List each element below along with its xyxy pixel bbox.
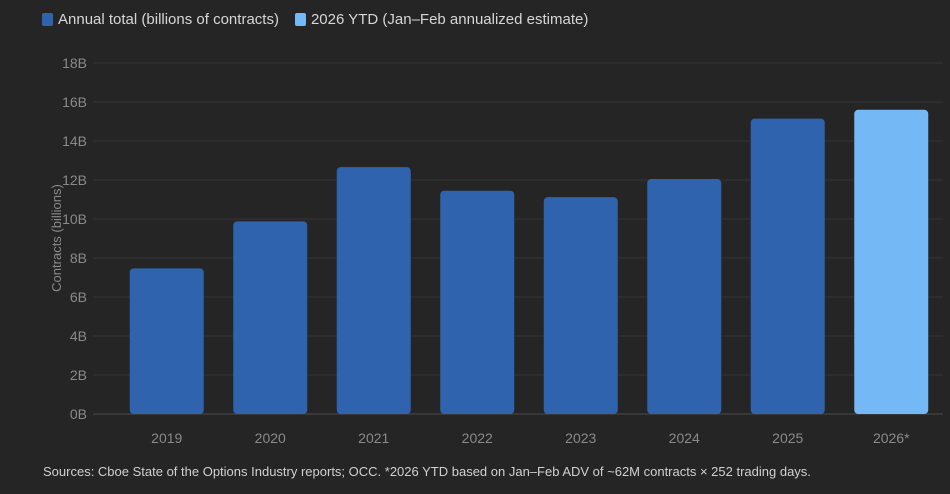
bar-2020 <box>233 221 308 414</box>
y-tick-label: 10B <box>62 211 87 227</box>
y-tick-label: 8B <box>70 250 87 266</box>
x-tick-label: 2023 <box>565 430 596 446</box>
legend-item-ytd[interactable]: 2026 YTD (Jan–Feb annualized estimate) <box>294 11 589 28</box>
y-tick-label: 0B <box>70 406 87 422</box>
x-tick-label: 2020 <box>255 430 286 446</box>
x-tick-label: 2022 <box>462 430 493 446</box>
legend-item-annual[interactable]: Annual total (billions of contracts) <box>42 11 279 28</box>
legend-label-ytd: 2026 YTD (Jan–Feb annualized estimate) <box>310 11 589 28</box>
bar-2025 <box>750 118 825 414</box>
x-tick-label: 2021 <box>358 430 389 446</box>
bar-2022 <box>440 190 515 414</box>
y-tick-label: 2B <box>70 367 87 383</box>
bar-2024 <box>647 179 722 414</box>
y-tick-label: 4B <box>70 328 87 344</box>
x-tick-label: 2019 <box>151 430 182 446</box>
x-tick-label: 2026* <box>873 430 910 446</box>
x-tick-label: 2024 <box>669 430 700 446</box>
bar-2019 <box>129 268 204 414</box>
y-axis-label: Contracts (billions) <box>49 184 64 292</box>
y-tick-label: 6B <box>70 289 87 305</box>
y-tick-label: 16B <box>62 94 87 110</box>
bar-2026 <box>854 109 929 415</box>
y-tick-label: 12B <box>62 172 87 188</box>
x-tick-label: 2025 <box>772 430 803 446</box>
legend-swatch-ytd <box>294 13 306 26</box>
footnote: Sources: Cboe State of the Options Indus… <box>43 464 811 479</box>
y-tick-label: 18B <box>62 55 87 71</box>
legend: Annual total (billions of contracts) 202… <box>42 11 588 28</box>
y-tick-label: 14B <box>62 133 87 149</box>
legend-label-annual: Annual total (billions of contracts) <box>58 11 279 28</box>
bar-2023 <box>543 197 618 414</box>
legend-swatch-annual <box>42 13 53 26</box>
bar-2021 <box>336 167 411 414</box>
